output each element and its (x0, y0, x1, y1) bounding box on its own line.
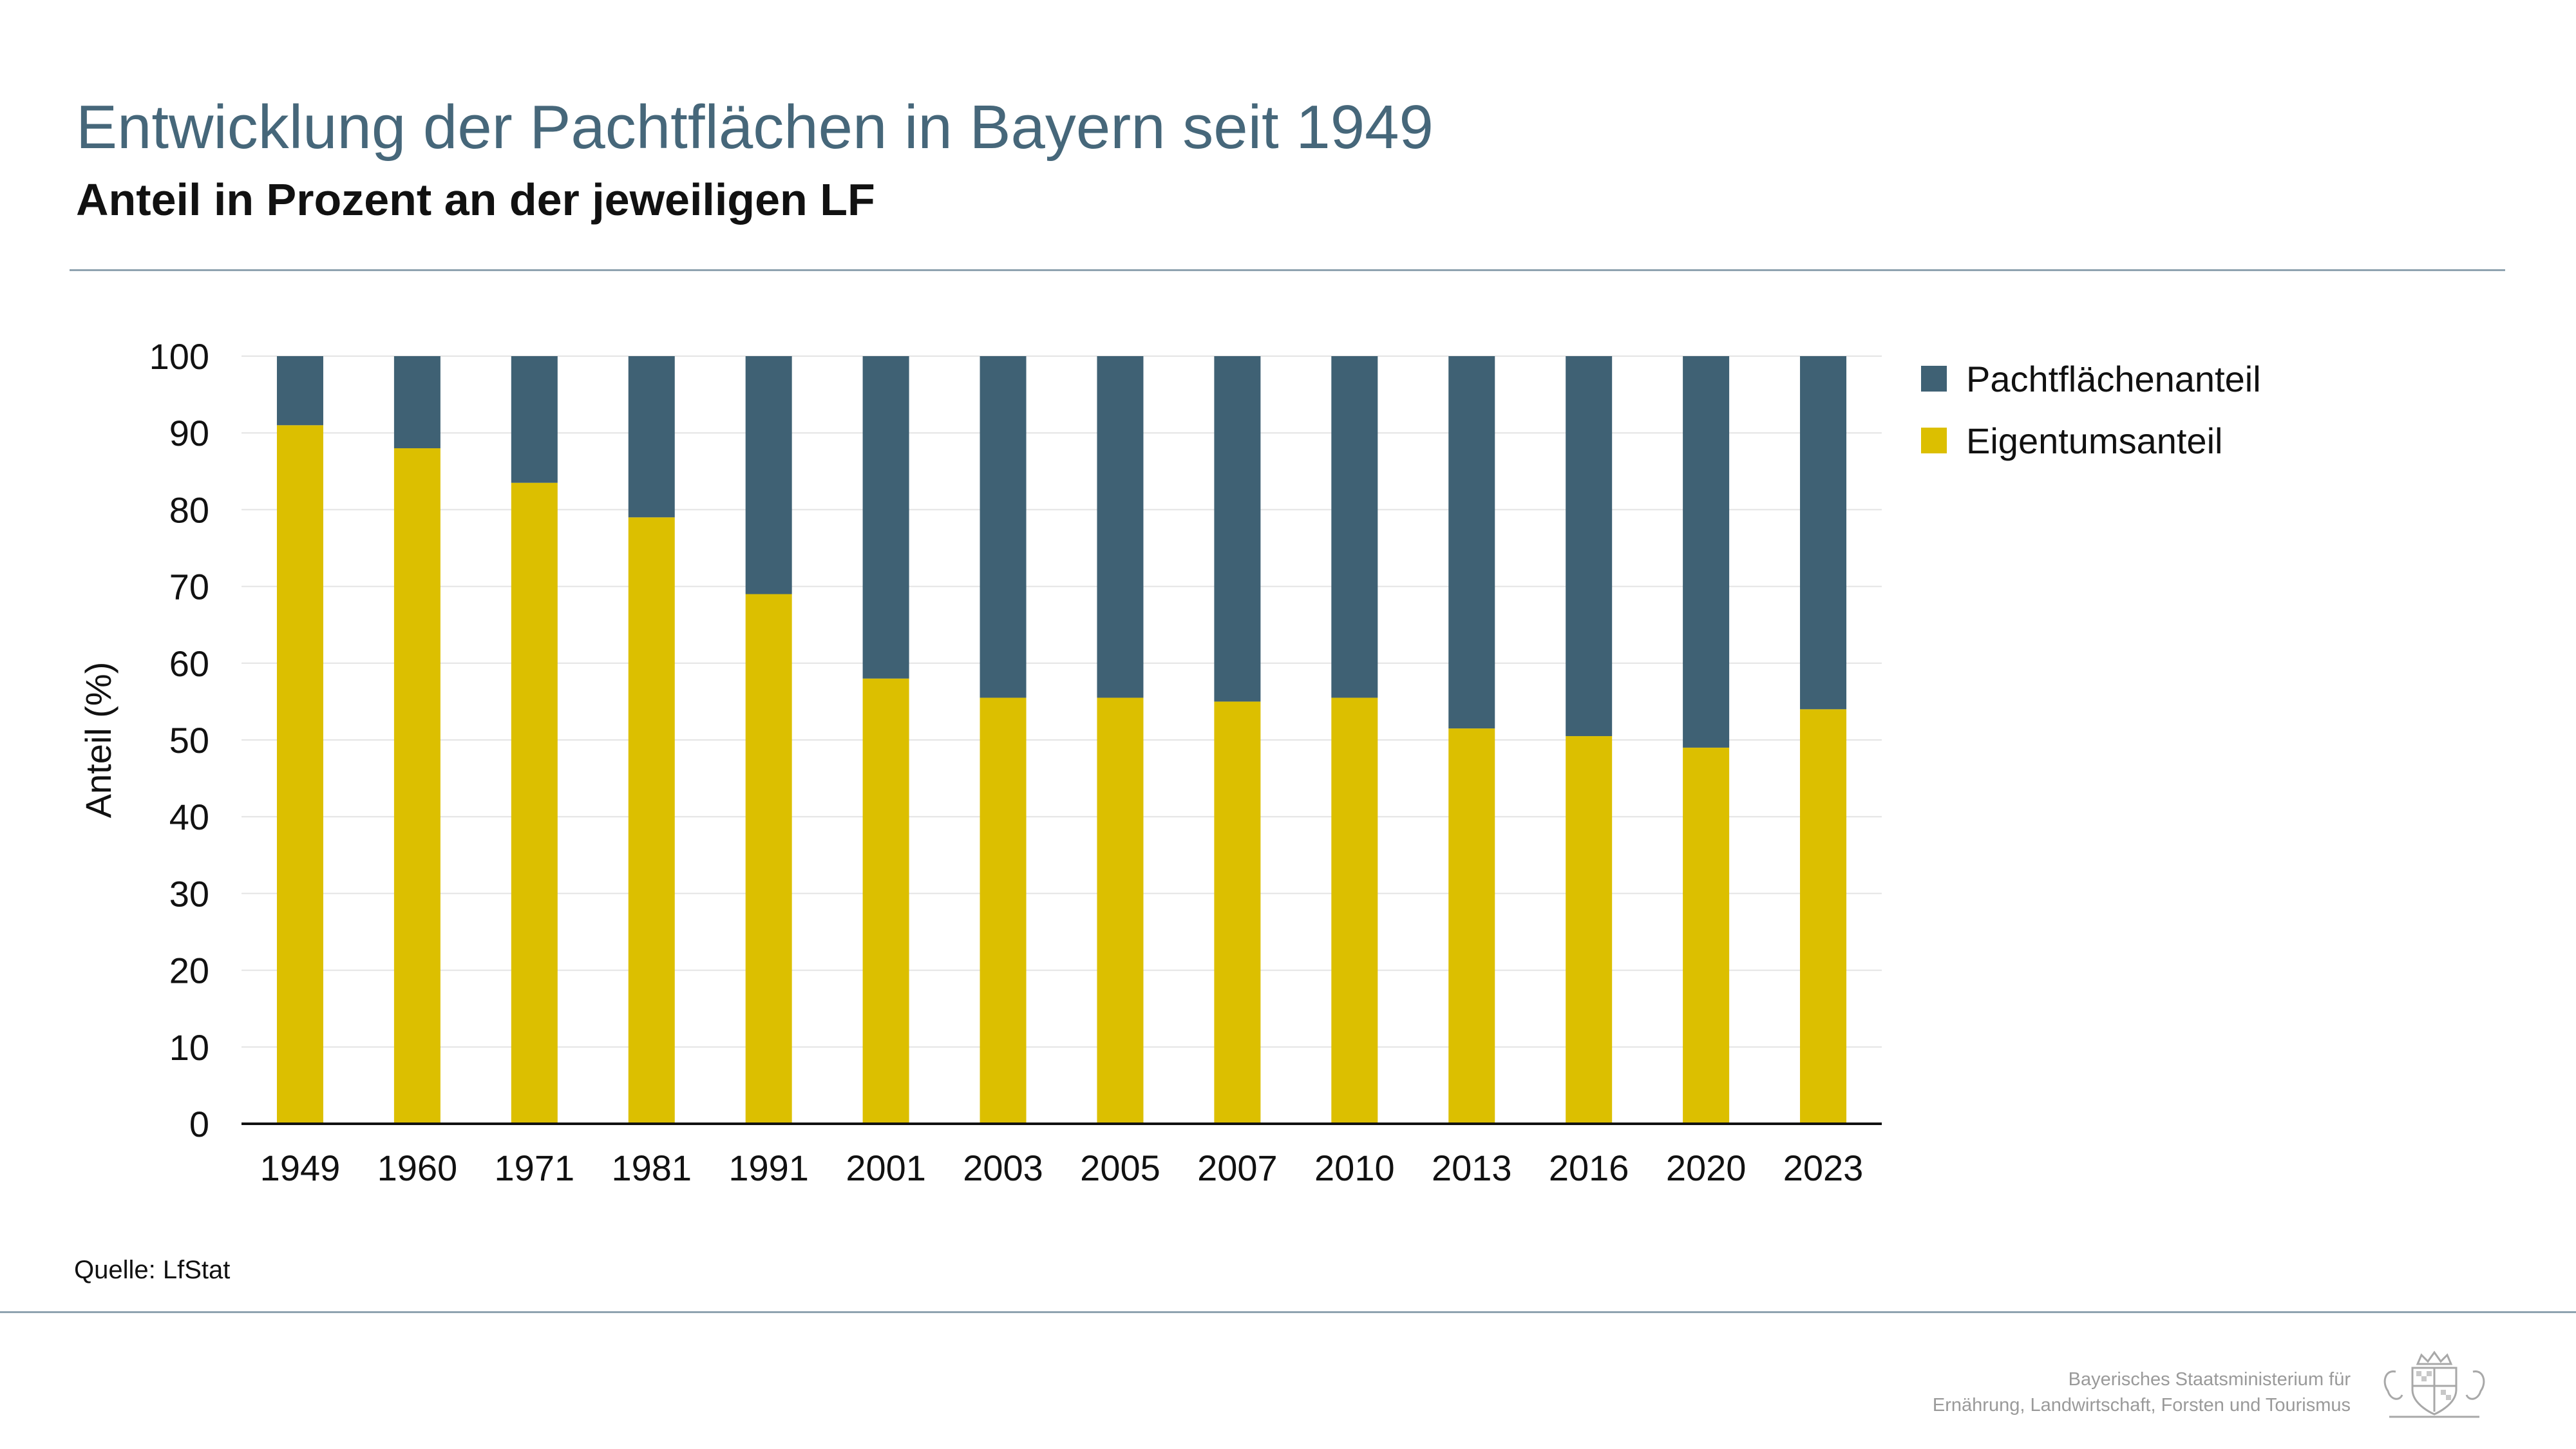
bar-eigentum-1991 (745, 594, 792, 1124)
x-tick-label-1949: 1949 (260, 1148, 341, 1188)
bar-eigentum-2010 (1331, 697, 1378, 1124)
legend-item-eigentumsanteil: Eigentumsanteil (1921, 410, 2261, 471)
ministry-name-line-2: Ernährung, Landwirtschaft, Forsten und T… (1932, 1395, 2351, 1416)
legend-item-pachtflaechenanteil: Pachtflächenanteil (1921, 348, 2261, 410)
ministry-name-line-1: Bayerisches Staatsministerium für (2068, 1369, 2351, 1390)
bar-eigentum-1981 (628, 517, 675, 1124)
x-tick-label-1971: 1971 (495, 1148, 575, 1188)
legend-swatch-eigentumsanteil (1921, 428, 1947, 453)
bar-eigentum-1960 (393, 448, 440, 1124)
x-tick-label-2016: 2016 (1549, 1148, 1629, 1188)
x-tick-label-2023: 2023 (1783, 1148, 1864, 1188)
bar-eigentum-1949 (276, 425, 323, 1124)
bar-eigentum-2001 (862, 678, 909, 1124)
x-tick-label-2005: 2005 (1080, 1148, 1160, 1188)
y-tick-label-50: 50 (169, 720, 209, 761)
x-tick-label-2003: 2003 (963, 1148, 1043, 1188)
page-subtitle: Anteil in Prozent an der jeweiligen LF (76, 175, 875, 225)
bar-pacht-1971 (511, 356, 558, 483)
y-tick-label-80: 80 (169, 489, 209, 530)
y-tick-label-60: 60 (169, 643, 209, 684)
bavarian-coat-of-arms-icon (2383, 1350, 2485, 1418)
bar-eigentum-2007 (1214, 701, 1261, 1124)
bar-pacht-2016 (1566, 356, 1613, 737)
bar-pacht-2005 (1097, 356, 1144, 698)
y-tick-label-90: 90 (169, 413, 209, 453)
chart-legend: Pachtflächenanteil Eigentumsanteil (1921, 348, 2261, 471)
y-tick-label-40: 40 (169, 797, 209, 837)
bar-pacht-1981 (628, 356, 675, 518)
y-tick-label-20: 20 (169, 951, 209, 991)
footer-divider (0, 1311, 2576, 1313)
y-tick-label-0: 0 (189, 1104, 209, 1144)
header-divider (70, 269, 2505, 271)
bar-pacht-2007 (1214, 356, 1261, 702)
page-title: Entwicklung der Pachtflächen in Bayern s… (76, 93, 1434, 162)
bar-pacht-1960 (393, 356, 440, 449)
x-tick-label-2001: 2001 (846, 1148, 926, 1188)
bar-pacht-2003 (980, 356, 1027, 698)
ministry-name: Bayerisches Staatsministerium für Ernähr… (1933, 1367, 2351, 1418)
source-note: Quelle: LfStat (74, 1256, 231, 1284)
x-tick-label-2010: 2010 (1314, 1148, 1395, 1188)
x-tick-label-1960: 1960 (377, 1148, 458, 1188)
bar-pacht-2023 (1800, 356, 1847, 710)
x-tick-label-2013: 2013 (1432, 1148, 1512, 1188)
bar-eigentum-2023 (1800, 709, 1847, 1124)
bar-eigentum-2005 (1097, 697, 1144, 1124)
bar-eigentum-1971 (511, 482, 558, 1124)
bar-eigentum-2016 (1566, 736, 1613, 1124)
legend-label-eigentumsanteil: Eigentumsanteil (1966, 420, 2223, 461)
y-tick-label-100: 100 (149, 336, 209, 377)
bar-pacht-2013 (1448, 356, 1495, 729)
bar-pacht-1991 (745, 356, 792, 594)
bar-pacht-2001 (862, 356, 909, 679)
legend-label-pachtflaechenanteil: Pachtflächenanteil (1966, 358, 2261, 399)
y-tick-label-10: 10 (169, 1027, 209, 1068)
x-tick-label-2020: 2020 (1666, 1148, 1747, 1188)
bar-eigentum-2013 (1448, 728, 1495, 1124)
bar-eigentum-2020 (1683, 747, 1730, 1124)
bar-eigentum-2003 (980, 697, 1027, 1124)
legend-swatch-pachtflaechenanteil (1921, 366, 1947, 392)
bar-pacht-2020 (1683, 356, 1730, 748)
bar-pacht-1949 (276, 356, 323, 426)
stacked-bar-chart: 0 10 20 30 40 50 60 70 80 90 100 1949 1960 1971 1981 19… (78, 336, 1882, 1188)
y-tick-label-70: 70 (169, 567, 209, 607)
y-axis-label: Anteil (%) (78, 662, 118, 819)
x-tick-label-1991: 1991 (728, 1148, 809, 1188)
x-tick-label-2007: 2007 (1197, 1148, 1278, 1188)
bar-pacht-2010 (1331, 356, 1378, 698)
x-tick-label-1981: 1981 (611, 1148, 692, 1188)
y-tick-label-30: 30 (169, 873, 209, 914)
